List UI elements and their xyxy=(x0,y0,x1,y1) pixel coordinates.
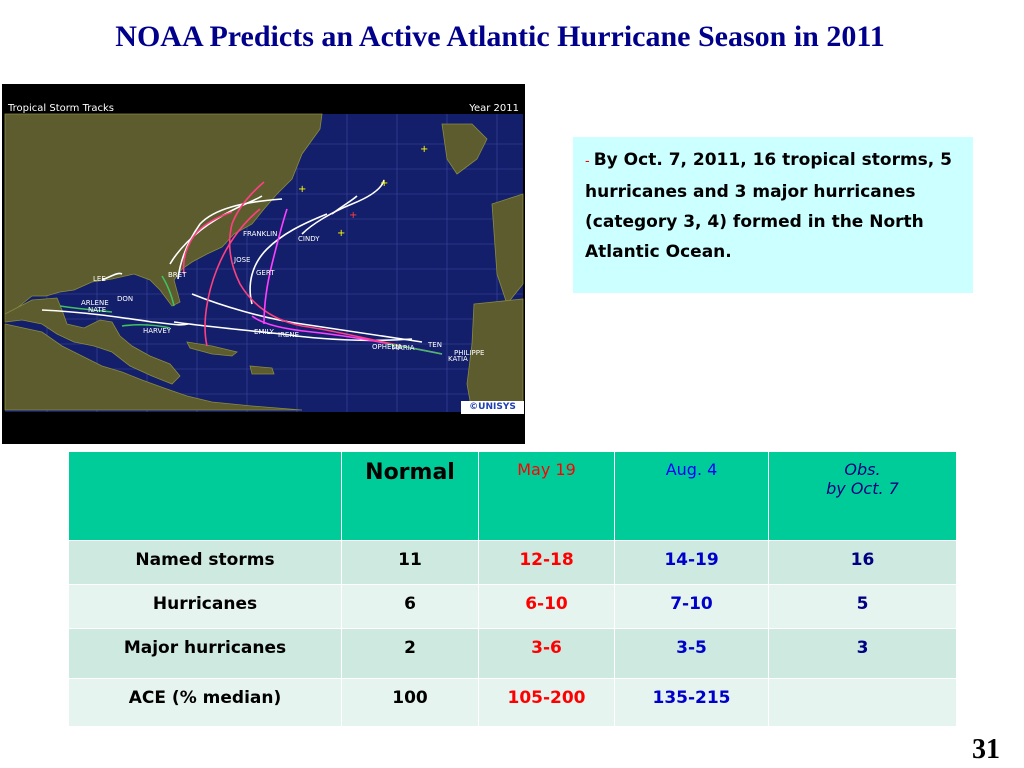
storm-label-katia: KATIA xyxy=(448,355,468,363)
storm-label-cindy: CINDY xyxy=(298,235,320,243)
row-label: Major hurricanes xyxy=(68,628,342,679)
svg-text:+: + xyxy=(420,144,428,155)
storm-markers: + + + + + xyxy=(298,144,428,239)
storm-label-ten: TEN xyxy=(428,341,442,349)
cell-normal: 2 xyxy=(341,628,479,679)
table-row: Hurricanes 6 6-10 7-10 5 xyxy=(68,584,957,629)
cell-aug: 3-5 xyxy=(614,628,769,679)
cell-aug: 14-19 xyxy=(614,540,769,585)
storm-label-philippe: PHILIPPE xyxy=(454,349,485,357)
storm-label-don: DON xyxy=(117,295,134,303)
cell-normal: 11 xyxy=(341,540,479,585)
table-row: ACE (% median) 100 105-200 135-215 xyxy=(68,678,957,727)
storm-tracks xyxy=(41,179,443,355)
info-dash: - xyxy=(585,154,590,169)
map-header-right: Year 2011 xyxy=(469,103,519,114)
header-obs: Obs. by Oct. 7 xyxy=(768,451,957,541)
header-may: May 19 xyxy=(478,451,615,541)
header-obs-line1: Obs. xyxy=(844,460,881,479)
header-aug: Aug. 4 xyxy=(614,451,769,541)
header-normal: Normal xyxy=(341,451,479,541)
forecast-table: Normal May 19 Aug. 4 Obs. by Oct. 7 Name… xyxy=(68,451,957,727)
cell-aug: 135-215 xyxy=(614,678,769,727)
storm-track-map: + + + + + Tropical Storm Tracks Year 201… xyxy=(2,84,525,444)
row-label: Hurricanes xyxy=(68,584,342,629)
cell-may: 3-6 xyxy=(478,628,615,679)
storm-label-jose: JOSE xyxy=(234,256,251,264)
cell-obs: 5 xyxy=(768,584,957,629)
slide-title: NOAA Predicts an Active Atlantic Hurrica… xyxy=(115,20,885,53)
storm-label-maria: MARIA xyxy=(392,344,415,352)
table-row: Named storms 11 12-18 14-19 16 xyxy=(68,540,957,585)
storm-label-franklin: FRANKLIN xyxy=(243,230,278,238)
storm-label-emily: EMILY xyxy=(254,328,274,336)
header-obs-line2: by Oct. 7 xyxy=(826,479,899,498)
svg-text:+: + xyxy=(349,210,357,221)
row-label: Named storms xyxy=(68,540,342,585)
cell-obs xyxy=(768,678,957,727)
storm-label-lee: LEE xyxy=(93,275,106,283)
cell-normal: 6 xyxy=(341,584,479,629)
cell-aug: 7-10 xyxy=(614,584,769,629)
svg-text:+: + xyxy=(298,184,306,195)
storm-label-gert: GERT xyxy=(256,269,275,277)
cell-obs: 16 xyxy=(768,540,957,585)
info-box: - By Oct. 7, 2011, 16 tropical storms, 5 … xyxy=(573,137,973,293)
storm-label-harvey: HARVEY xyxy=(143,327,172,335)
header-empty xyxy=(68,451,342,541)
storm-label-bret: BRET xyxy=(168,271,187,279)
cell-may: 12-18 xyxy=(478,540,615,585)
landmass xyxy=(4,113,524,413)
unisys-logo: ©UNISYS xyxy=(461,401,524,414)
table-row: Major hurricanes 2 3-6 3-5 3 xyxy=(68,628,957,679)
svg-text:+: + xyxy=(337,228,345,239)
cell-obs: 3 xyxy=(768,628,957,679)
map-graphic: + + + + + xyxy=(4,113,524,413)
storm-label-nate: NATE xyxy=(88,306,107,314)
cell-may: 105-200 xyxy=(478,678,615,727)
cell-may: 6-10 xyxy=(478,584,615,629)
page-number: 31 xyxy=(972,734,1000,765)
storm-label-irene: IRENE xyxy=(278,331,300,339)
map-header-left: Tropical Storm Tracks xyxy=(8,103,114,114)
storm-label-ophelia: OPHELIA xyxy=(372,343,403,351)
row-label: ACE (% median) xyxy=(68,678,342,727)
table-header-row: Normal May 19 Aug. 4 Obs. by Oct. 7 xyxy=(68,451,957,541)
info-text: By Oct. 7, 2011, 16 tropical storms, 5 h… xyxy=(585,150,952,262)
cell-normal: 100 xyxy=(341,678,479,727)
storm-label-arlene: ARLENE xyxy=(81,299,109,307)
svg-text:+: + xyxy=(380,178,388,189)
